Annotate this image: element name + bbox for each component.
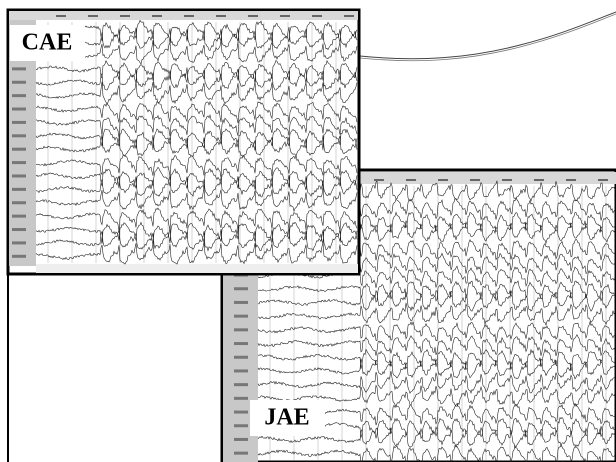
- channel-label: [12, 121, 26, 124]
- channel-label: [12, 188, 26, 191]
- panel-label: CAE: [22, 30, 73, 56]
- channel-label: [12, 215, 26, 218]
- header-tick: [406, 179, 416, 181]
- channel-label: [12, 94, 26, 97]
- channel-label: [234, 397, 248, 400]
- curve: [360, 12, 616, 59]
- channel-label: [234, 328, 248, 331]
- footer-bar: [36, 264, 358, 273]
- header-tick: [56, 15, 66, 17]
- channel-label: [12, 255, 26, 258]
- channel-label: [234, 411, 248, 414]
- header-tick: [248, 15, 258, 17]
- header-tick: [502, 179, 512, 181]
- channel-label: [12, 161, 26, 164]
- header-tick: [344, 15, 354, 17]
- channel-label: [234, 342, 248, 345]
- channel-label: [12, 228, 26, 231]
- channel-label: [12, 174, 26, 177]
- channel-label: [12, 81, 26, 84]
- figure: CAE JAE: [0, 0, 616, 462]
- header-tick: [88, 15, 98, 17]
- channel-label: [234, 424, 248, 427]
- curve: [360, 14, 616, 61]
- cae-tag: CAE: [10, 25, 85, 61]
- header-tick: [152, 15, 162, 17]
- jae-tag: JAE: [250, 400, 325, 436]
- channel-label: [234, 301, 248, 304]
- header-tick: [438, 179, 448, 181]
- page: {"panels": [{"label": "CAE"}, {"label": …: [0, 0, 616, 462]
- channel-label: [234, 383, 248, 386]
- channel-label: [12, 148, 26, 151]
- channel-label: [12, 108, 26, 111]
- header-tick: [374, 179, 384, 181]
- header-tick: [312, 15, 322, 17]
- channel-label: [234, 356, 248, 359]
- header-tick: [280, 15, 290, 17]
- channel-label: [12, 67, 26, 70]
- channel-label: [234, 287, 248, 290]
- channel-label: [234, 452, 248, 455]
- channel-label: [12, 134, 26, 137]
- header-tick: [534, 179, 544, 181]
- header-tick: [598, 179, 608, 181]
- channel-label: [234, 315, 248, 318]
- panel-label: JAE: [264, 405, 309, 431]
- header-tick: [120, 15, 130, 17]
- channel-label: [12, 201, 26, 204]
- header-tick: [566, 179, 576, 181]
- header-tick: [470, 179, 480, 181]
- header-tick: [184, 15, 194, 17]
- channel-label: [12, 241, 26, 244]
- channel-label: [234, 438, 248, 441]
- header-tick: [216, 15, 226, 17]
- channel-label: [234, 369, 248, 372]
